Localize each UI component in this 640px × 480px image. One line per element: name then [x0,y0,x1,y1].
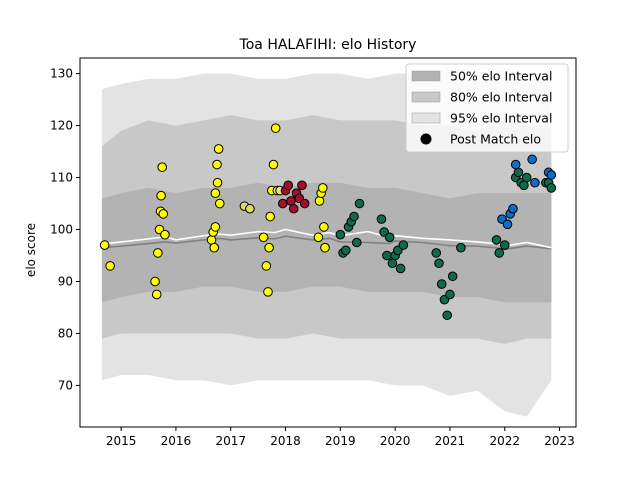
data-point [502,219,513,230]
x-tick-label: 2017 [215,434,246,448]
legend-box [405,63,569,153]
data-point [270,123,281,133]
band-50-interval [101,182,552,303]
data-point [521,172,532,183]
data-point [376,214,387,224]
data-point [212,177,223,188]
x-tick-label: 2019 [325,434,356,448]
data-point [210,222,221,232]
data-point [277,198,288,209]
x-tick-label: 2018 [270,434,301,448]
data-point [341,245,351,256]
data-point [527,154,537,165]
data-point [160,229,170,240]
y-tick-label: 130 [50,67,73,81]
data-point [456,242,466,253]
data-point [245,203,255,214]
x-tick-label: 2021 [435,434,466,448]
data-point [151,289,162,300]
data-point [209,242,220,253]
plot-frame [79,57,577,428]
data-point [213,144,224,154]
data-point [442,310,453,321]
y-tick-label: 80 [58,326,73,340]
legend-label: 50% elo Interval [450,69,552,84]
data-point [150,276,160,287]
data-point [288,203,299,214]
data-point [530,177,540,188]
data-point [153,248,163,258]
data-point [546,183,557,193]
data-point [212,159,222,170]
y-axis-label: elo score [24,223,38,277]
y-tick-label: 120 [50,119,73,133]
data-point [398,240,409,250]
x-tick-label: 2023 [544,434,575,448]
data-point [261,261,272,271]
y-tick-label: 100 [50,223,73,237]
data-point [431,248,442,258]
data-point [382,250,392,261]
x-tick-label: 2022 [489,434,520,448]
data-point [265,211,275,222]
data-point [313,232,324,243]
data-point [283,180,294,191]
data-point [395,263,406,274]
y-tick-label: 90 [58,274,73,288]
data-point [156,190,166,201]
chart-title: Toa HALAFIHI: elo History [239,37,417,53]
legend-label: 95% elo Interval [450,111,552,126]
data-point [351,237,362,248]
data-point [320,242,330,253]
data-point [297,180,307,191]
data-point [258,232,269,243]
legend-label: 80% elo Interval [450,90,552,105]
data-point [445,289,455,300]
x-tick-label: 2016 [161,434,192,448]
data-point [335,229,346,240]
data-point [546,170,557,180]
data-point [314,196,325,206]
legend-swatch [411,70,441,82]
data-point [299,198,310,209]
data-point [105,261,115,271]
data-point [99,240,110,250]
data-point [510,159,521,170]
post-match-points [99,123,557,321]
legend-label: Post Match elo [450,132,541,147]
data-point [354,198,365,209]
x-tick-label: 2020 [380,434,411,448]
legend-swatch [411,112,441,124]
data-point [158,209,169,219]
data-point [264,242,274,253]
legend: 50% elo Interval 80% elo Interval 95% elo … [405,63,569,153]
data-point [263,287,273,297]
data-point [317,183,328,193]
data-point [499,240,510,250]
legend-swatch [411,91,441,103]
data-point [210,188,221,198]
legend-marker [420,133,432,145]
data-point [494,248,505,258]
data-point [214,198,225,209]
axes: 2015 2016 2017 2018 2019 2020 2021 2022 2023 70 80… [50,57,577,448]
data-point [491,235,502,245]
data-point [508,203,518,214]
data-point [447,271,458,282]
data-point [349,211,359,222]
data-point [436,279,447,289]
data-point [384,232,395,243]
data-point [434,258,444,269]
data-point [157,162,168,172]
x-tick-label: 2015 [106,434,137,448]
y-tick-label: 110 [50,171,73,185]
y-tick-label: 70 [58,378,73,392]
data-point [319,222,329,232]
data-point [268,159,279,170]
